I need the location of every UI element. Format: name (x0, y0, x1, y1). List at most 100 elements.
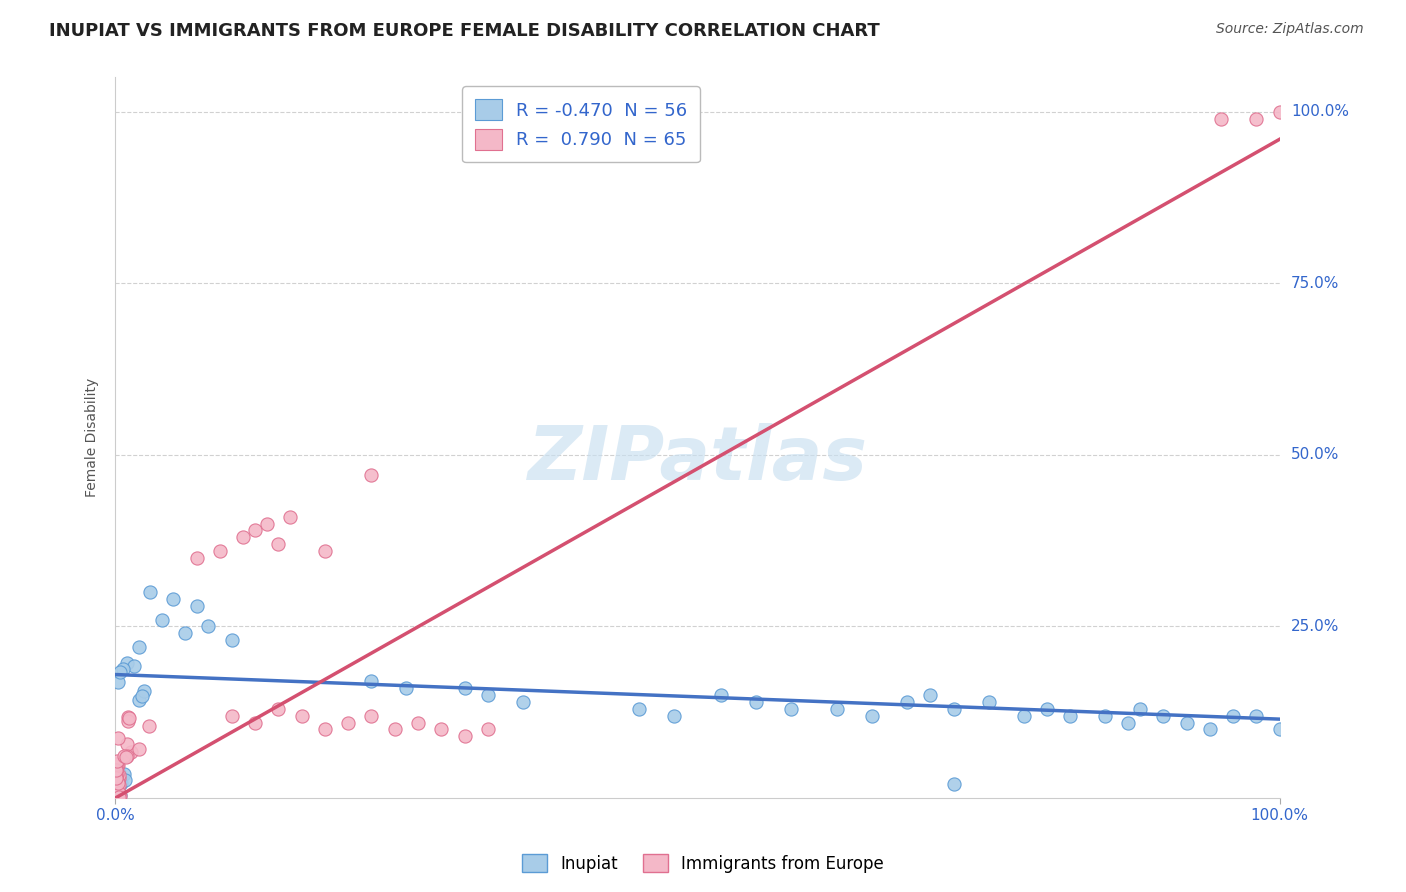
Point (744, 695, 766, 709)
Point (105, 770, 128, 784)
Point (664, 708, 686, 723)
Point (360, 708, 382, 723)
Point (108, 789, 131, 804)
Point (395, 681, 418, 696)
Point (896, 695, 918, 709)
Text: 75.0%: 75.0% (1291, 276, 1339, 291)
Point (107, 776, 129, 790)
Point (107, 769, 129, 783)
Point (122, 659, 145, 673)
Point (186, 599, 208, 613)
Point (114, 750, 136, 764)
Point (107, 731, 129, 746)
Point (278, 509, 301, 524)
Point (825, 702, 848, 716)
Point (105, 781, 128, 796)
Point (107, 757, 129, 772)
Point (105, 765, 128, 780)
Point (117, 714, 139, 728)
Point (114, 773, 136, 788)
Point (779, 702, 801, 716)
Point (477, 688, 499, 702)
Point (104, 769, 127, 783)
Text: Source: ZipAtlas.com: Source: ZipAtlas.com (1216, 22, 1364, 37)
Point (942, 702, 965, 716)
Point (132, 683, 155, 698)
Point (107, 675, 129, 690)
Legend: R = -0.470  N = 56, R =  0.790  N = 65: R = -0.470 N = 56, R = 0.790 N = 65 (463, 87, 700, 162)
Point (104, 768, 127, 782)
Point (139, 585, 162, 599)
Point (290, 708, 312, 723)
Point (1222, 708, 1244, 723)
Point (1246, 112, 1268, 126)
Point (1198, 723, 1220, 737)
Legend: Inupiat, Immigrants from Europe: Inupiat, Immigrants from Europe (516, 847, 890, 880)
Point (406, 715, 429, 730)
Point (267, 702, 290, 716)
Point (108, 789, 131, 803)
Point (360, 674, 382, 689)
Point (209, 544, 232, 558)
Point (174, 626, 197, 640)
Point (1129, 702, 1152, 716)
Point (430, 723, 453, 737)
Point (267, 537, 290, 551)
Point (120, 745, 142, 759)
Point (105, 758, 128, 772)
Point (221, 708, 243, 723)
Point (108, 788, 131, 802)
Point (920, 688, 942, 702)
Point (111, 662, 134, 676)
Y-axis label: Female Disability: Female Disability (86, 378, 100, 498)
Text: ZIPatlas: ZIPatlas (527, 423, 868, 496)
Point (477, 723, 499, 737)
Point (107, 786, 129, 800)
Point (1152, 708, 1174, 723)
Text: 25.0%: 25.0% (1291, 619, 1339, 634)
Point (105, 757, 128, 772)
Point (104, 791, 127, 805)
Point (942, 777, 965, 791)
Text: INUPIAT VS IMMIGRANTS FROM EUROPE FEMALE DISABILITY CORRELATION CHART: INUPIAT VS IMMIGRANTS FROM EUROPE FEMALE… (49, 22, 880, 40)
Point (197, 619, 219, 633)
Point (104, 758, 127, 772)
Point (150, 613, 173, 627)
Point (128, 693, 150, 707)
Point (314, 723, 336, 737)
Point (1268, 723, 1291, 737)
Point (104, 771, 127, 785)
Point (256, 516, 278, 531)
Point (112, 748, 135, 763)
Point (107, 773, 129, 788)
Point (112, 766, 135, 780)
Point (1036, 702, 1059, 716)
Point (1175, 715, 1198, 730)
Point (131, 689, 153, 703)
Point (453, 729, 475, 743)
Point (1118, 715, 1140, 730)
Point (105, 754, 128, 768)
Point (1012, 708, 1035, 723)
Point (117, 749, 139, 764)
Point (108, 665, 131, 680)
Point (128, 742, 150, 756)
Point (108, 771, 131, 785)
Point (1268, 104, 1291, 119)
Point (105, 766, 128, 780)
Point (115, 657, 138, 671)
Point (110, 776, 132, 790)
Point (107, 776, 129, 790)
Point (117, 710, 139, 724)
Point (337, 715, 360, 730)
Point (243, 524, 266, 538)
Point (384, 723, 406, 737)
Point (453, 681, 475, 696)
Point (314, 544, 336, 558)
Point (107, 765, 129, 780)
Point (138, 719, 160, 733)
Point (512, 695, 534, 709)
Point (221, 633, 243, 648)
Point (232, 530, 254, 544)
Point (860, 708, 883, 723)
